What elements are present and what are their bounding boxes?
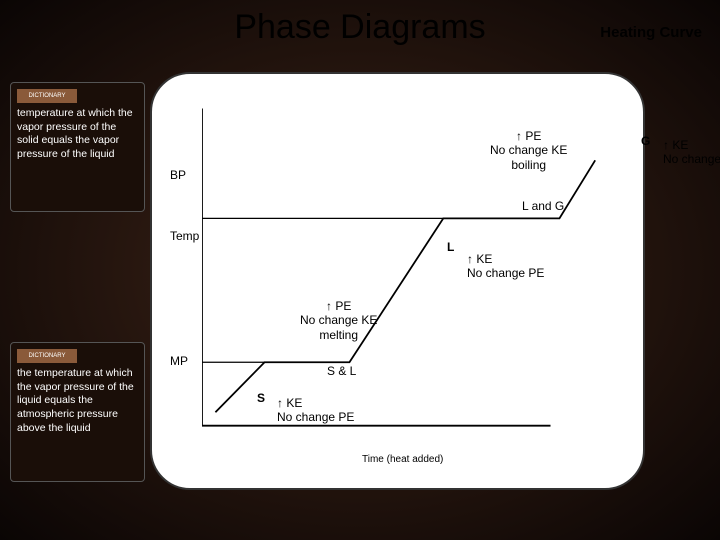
dictionary-icon: DICTIONARY <box>17 349 77 363</box>
definition-melting-point: DICTIONARY temperature at which the vapo… <box>10 82 145 212</box>
mp-label: MP <box>170 354 188 368</box>
definition-boiling-point: DICTIONARY the temperature at which the … <box>10 342 145 482</box>
x-axis-label: Time (heat added) <box>362 454 443 465</box>
phase-l-label: L <box>447 240 454 254</box>
y-axis-label: Temp <box>170 229 199 243</box>
definition-text: the temperature at which the vapor press… <box>17 367 134 434</box>
definition-text: temperature at which the vapor pressure … <box>17 107 133 160</box>
phase-s-label: S <box>257 391 265 405</box>
l-and-g-label: L and G <box>522 199 564 213</box>
bp-label: BP <box>170 168 186 182</box>
annotation-melting: ↑ PE No change KE melting <box>300 299 377 342</box>
annotation-boiling: ↑ PE No change KE boiling <box>490 129 567 172</box>
chart-panel: BP Temp MP S L G S & L L and G ↑ KE No c… <box>150 72 645 490</box>
dictionary-icon: DICTIONARY <box>17 89 77 103</box>
s-and-l-label: S & L <box>327 364 356 378</box>
phase-g-label: G <box>641 134 650 148</box>
annotation-liquid-rise: ↑ KE No change PE <box>467 252 544 281</box>
subtitle: Heating Curve <box>600 24 702 41</box>
annotation-gas-rise: ↑ KE No change PE <box>663 138 720 167</box>
annotation-solid-rise: ↑ KE No change PE <box>277 396 354 425</box>
